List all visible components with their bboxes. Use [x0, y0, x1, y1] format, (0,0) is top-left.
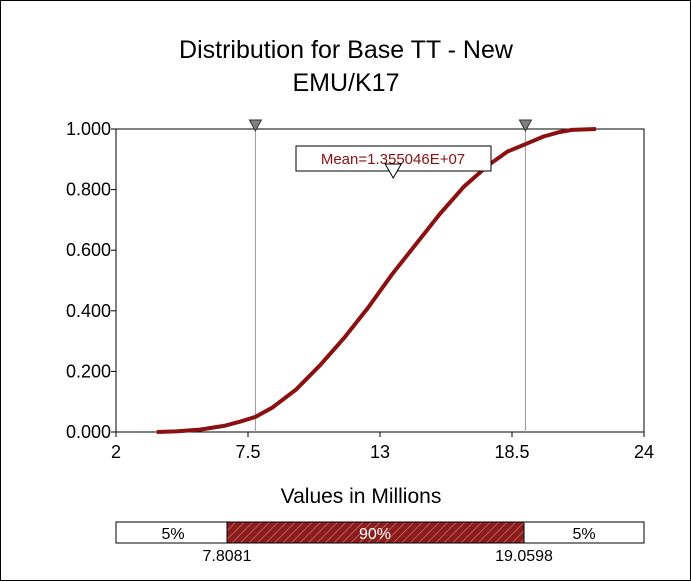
- probability-right-percent: 5%: [572, 526, 595, 543]
- y-tick-label: 0.000: [66, 422, 111, 442]
- chart-title-line-1: Distribution for Base TT - New: [179, 36, 514, 64]
- y-tick-label: 0.600: [66, 240, 111, 260]
- probability-bar-right-segment: [523, 521, 645, 544]
- probability-right-value: 19.0598: [495, 548, 553, 565]
- y-tick-label: 0.200: [66, 361, 111, 381]
- mean-annotation: Mean=1.355046E+07: [295, 145, 492, 180]
- y-tick-label: 0.400: [66, 301, 111, 321]
- percentile-marker-icon[interactable]: [248, 119, 263, 133]
- x-axis: 2 7.5 13 18.5 24: [111, 432, 654, 462]
- y-axis: 0.000 0.200 0.400 0.600 0.800 1.000: [66, 119, 116, 442]
- plot-area: [115, 128, 645, 433]
- chart-title-line-2: EMU/K17: [293, 69, 400, 97]
- x-tick-label: 7.5: [235, 442, 260, 462]
- probability-left-percent: 5%: [161, 526, 184, 543]
- y-tick-label: 1.000: [66, 119, 111, 139]
- percentile-marker-icon[interactable]: [518, 119, 533, 133]
- x-tick-label: 24: [634, 442, 654, 462]
- percentile-markers: [248, 119, 533, 432]
- cdf-curve: [156, 127, 597, 434]
- x-axis-label: Values in Millions: [281, 485, 442, 508]
- mean-marker-icon: [384, 163, 403, 180]
- x-tick-label: 2: [111, 442, 121, 462]
- probability-middle-percent: 90%: [359, 526, 391, 543]
- probability-bar: 5% 90% 5% 7.8081 19.0598: [115, 521, 645, 565]
- mean-label: Mean=1.355046E+07: [321, 151, 465, 168]
- x-tick-label: 18.5: [494, 442, 529, 462]
- x-tick-label: 13: [370, 442, 390, 462]
- y-tick-label: 0.800: [66, 180, 111, 200]
- probability-left-value: 7.8081: [203, 548, 252, 565]
